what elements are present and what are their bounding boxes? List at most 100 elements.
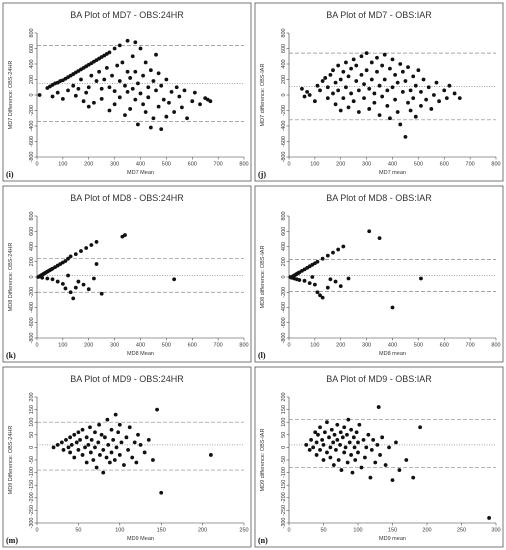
y-axis-label: MD9 difference: OBS-IAR — [260, 429, 266, 492]
data-point — [336, 63, 341, 68]
data-point — [335, 437, 340, 442]
data-point — [315, 83, 320, 88]
x-tick-label: 100 — [310, 343, 319, 349]
panel-border — [254, 185, 504, 363]
data-point — [328, 455, 333, 460]
data-point — [97, 422, 101, 427]
y-tick-label: -300 — [281, 517, 287, 528]
x-tick-label: 0 — [287, 528, 290, 534]
data-point — [356, 440, 360, 445]
x-tick-label: 0 — [35, 528, 38, 534]
data-point — [341, 244, 346, 249]
data-point — [80, 427, 85, 432]
data-point — [71, 83, 76, 88]
data-point — [408, 108, 413, 113]
data-point — [387, 445, 391, 450]
x-tick-label: 150 — [157, 528, 166, 534]
data-point — [76, 448, 81, 452]
data-point — [88, 425, 92, 430]
x-tick-label: 100 — [58, 162, 67, 168]
data-point — [74, 440, 79, 445]
x-tick-label: 400 — [136, 162, 145, 168]
y-tick-label: -400 — [281, 302, 287, 313]
y-tick-label: 200 — [29, 75, 35, 84]
panel-border — [2, 366, 252, 548]
data-point — [382, 77, 387, 82]
panel-border — [254, 2, 504, 182]
data-point — [113, 412, 118, 417]
data-point — [322, 430, 327, 435]
data-point — [180, 105, 184, 110]
x-tick-label: 150 — [388, 528, 397, 534]
data-point — [325, 253, 330, 258]
data-point — [55, 90, 60, 95]
data-point — [323, 76, 328, 80]
data-point — [143, 110, 148, 114]
data-point — [50, 94, 55, 99]
data-point — [353, 458, 358, 462]
y-tick-label: -100 — [29, 467, 35, 478]
data-point — [364, 51, 369, 56]
data-point — [371, 437, 376, 442]
data-point — [341, 69, 346, 74]
data-point — [146, 95, 151, 100]
data-point — [372, 100, 377, 105]
panel-label: (i) — [6, 170, 14, 179]
y-tick-label: -50 — [29, 456, 35, 464]
y-tick-label: -400 — [29, 302, 35, 313]
data-point — [61, 448, 66, 452]
data-point — [117, 422, 122, 427]
data-point — [359, 465, 364, 470]
y-tick-label: -200 — [29, 105, 35, 116]
x-tick-label: 300 — [362, 162, 371, 168]
data-point — [76, 279, 81, 284]
data-point — [154, 88, 158, 93]
chart-title: BA Plot of MD7 - OBS:24HR — [70, 10, 184, 20]
data-point — [419, 276, 423, 281]
x-tick-label: 500 — [162, 343, 171, 349]
data-point — [413, 83, 418, 88]
data-point — [146, 437, 151, 442]
data-point — [364, 445, 369, 450]
data-point — [380, 63, 385, 68]
data-point — [94, 465, 99, 470]
data-point — [93, 445, 97, 450]
x-axis-label: MD8 mean — [379, 351, 406, 357]
data-point — [112, 46, 117, 51]
data-point — [390, 85, 395, 90]
data-point — [132, 440, 137, 445]
data-point — [40, 275, 45, 280]
data-point — [91, 458, 96, 462]
x-tick-label: 700 — [466, 343, 475, 349]
data-point — [341, 96, 346, 100]
data-point — [142, 450, 147, 455]
data-point — [426, 85, 431, 90]
x-tick-label: 50 — [75, 528, 81, 534]
data-point — [325, 285, 330, 290]
data-point — [380, 435, 385, 440]
data-point — [331, 463, 336, 467]
data-point — [98, 453, 102, 457]
data-point — [320, 256, 325, 261]
data-point — [141, 73, 145, 78]
data-point — [151, 458, 155, 462]
y-axis-label: MD8 difference: OBS-IAR — [260, 246, 266, 309]
data-point — [68, 254, 73, 259]
panel-border — [254, 366, 504, 548]
data-point — [331, 91, 335, 96]
y-tick-label: -250 — [281, 505, 287, 516]
data-point — [79, 249, 83, 253]
data-point — [424, 97, 429, 102]
panel-label: (k) — [6, 351, 16, 360]
chart-title: BA Plot of MD8 - OBS:24HR — [70, 193, 184, 203]
data-point — [128, 107, 133, 111]
data-point — [363, 455, 367, 460]
data-point — [380, 94, 385, 99]
data-point — [136, 122, 140, 127]
data-point — [390, 57, 395, 62]
chart-title: BA Plot of MD9 - OBS:24HR — [70, 374, 184, 384]
data-point — [314, 453, 319, 457]
data-point — [55, 442, 60, 447]
y-tick-label: -150 — [281, 480, 287, 491]
data-point — [390, 478, 395, 483]
